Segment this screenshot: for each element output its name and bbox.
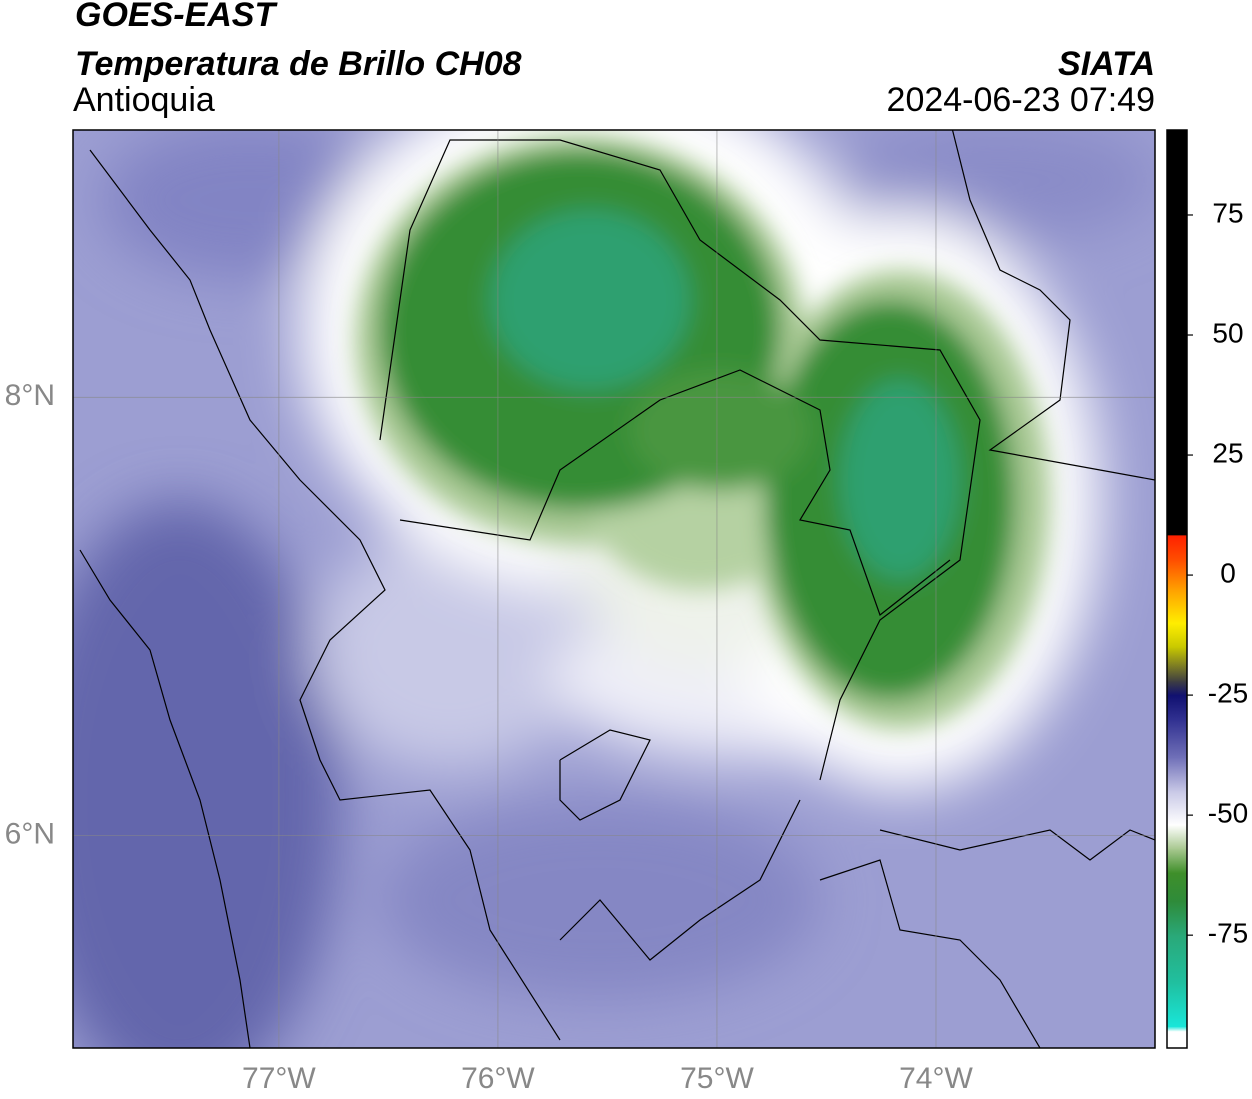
satellite-image <box>73 130 1155 1048</box>
colorbar-segment <box>1167 901 1187 936</box>
colorbar-segment <box>1167 560 1187 590</box>
colorbar-tick-label: -25 <box>1208 677 1248 708</box>
satellite-title: GOES-EAST <box>75 0 278 34</box>
x-tick-label: 75°W <box>680 1062 754 1095</box>
colorbar-tick-label: -75 <box>1208 918 1248 949</box>
colorbar-segment <box>1167 1031 1187 1049</box>
x-tick-label: 74°W <box>899 1062 973 1095</box>
colorbar-segment <box>1167 757 1187 792</box>
map-frame <box>72 129 1156 1049</box>
datetime-label: 2024-06-23 07:49 <box>887 81 1155 119</box>
colorbar-segment <box>1167 848 1187 874</box>
colorbar-segment <box>1167 824 1187 850</box>
product-title: Temperatura de Brillo CH08 <box>75 45 522 83</box>
colorbar-frame <box>1166 129 1188 1049</box>
y-tick-label: 8°N <box>5 379 55 412</box>
x-tick-label: 77°W <box>242 1062 316 1095</box>
colorbar-segment <box>1167 1026 1187 1032</box>
colorbar-segment <box>1167 872 1187 903</box>
colorbar-segment <box>1167 983 1187 1027</box>
colorbar <box>1167 130 1193 1049</box>
colorbar-segment <box>1167 130 1187 536</box>
colorbar-segment <box>1167 535 1187 562</box>
colorbar-segment <box>1167 719 1187 759</box>
colorbar-segment <box>1167 935 1187 984</box>
colorbar-tick-label: 25 <box>1212 437 1243 468</box>
colorbar-segment <box>1167 791 1187 826</box>
colorbar-tick-label: 50 <box>1212 317 1243 348</box>
colorbar-tick-label: 0 <box>1220 557 1236 588</box>
colorbar-segment <box>1167 589 1187 624</box>
colorbar-tick-label: -50 <box>1208 798 1248 829</box>
source-label: SIATA <box>1058 45 1155 83</box>
colorbar-tick-label: 75 <box>1212 197 1243 228</box>
x-tick-label: 76°W <box>461 1062 535 1095</box>
y-tick-label: 6°N <box>5 817 55 850</box>
region-label: Antioquia <box>73 81 215 119</box>
colorbar-segment <box>1167 623 1187 648</box>
colorbar-segment <box>1167 695 1187 720</box>
grid <box>73 130 1155 1048</box>
colorbar-segment <box>1167 680 1187 696</box>
colorbar-segment <box>1167 647 1187 682</box>
